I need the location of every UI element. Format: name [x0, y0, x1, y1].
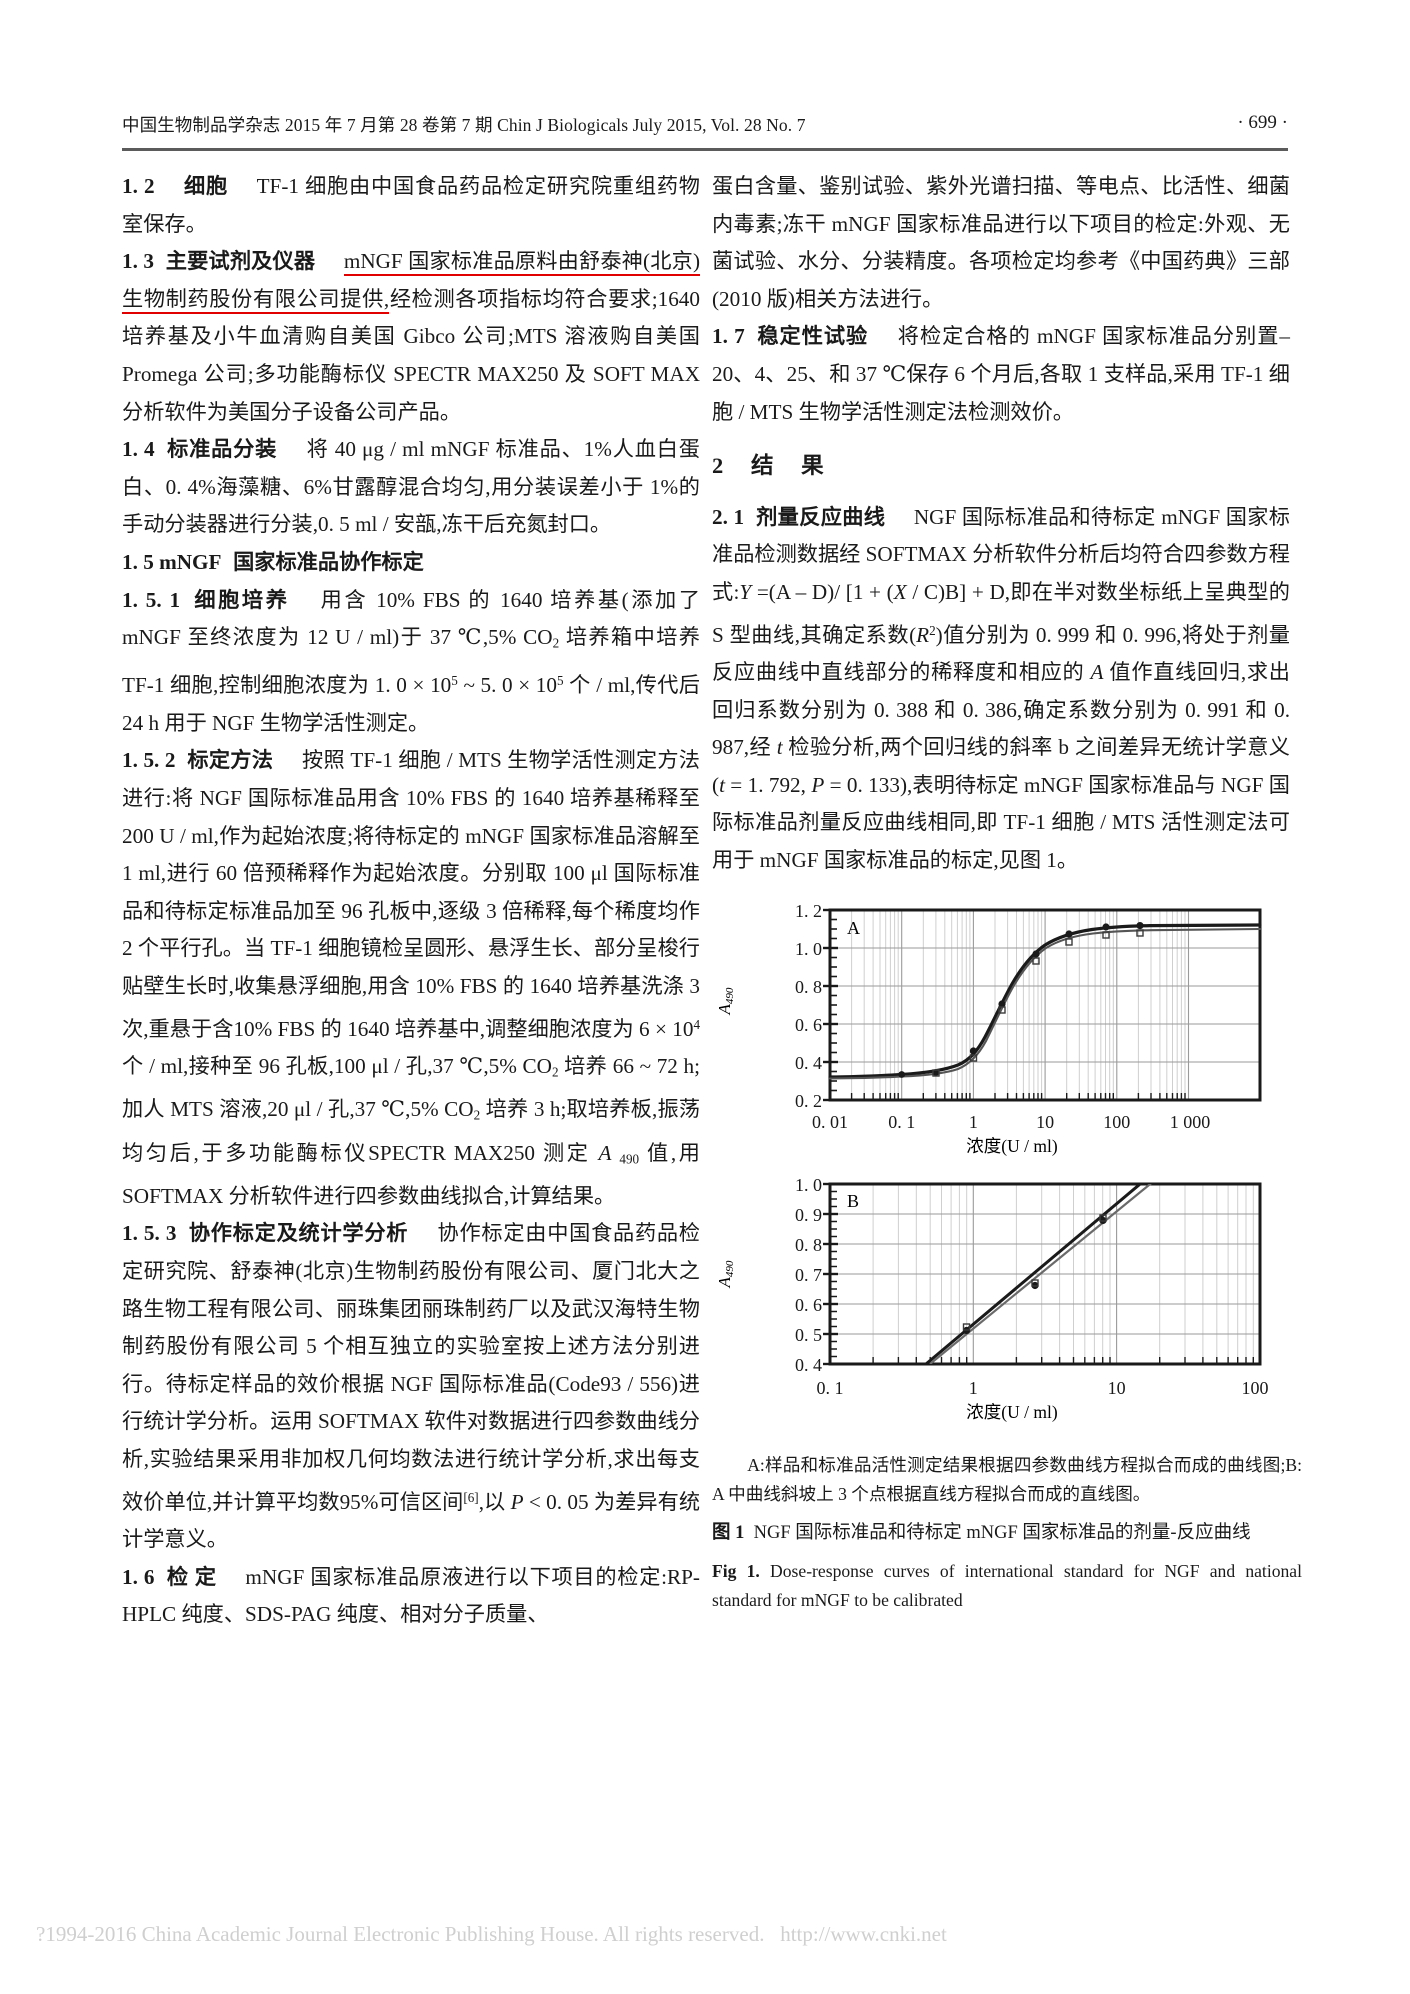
svg-text:0. 8: 0. 8: [795, 977, 822, 997]
figure-note: A:样品和标准品活性测定结果根据四参数曲线方程拟合而成的曲线图;B: A 中曲线…: [712, 1454, 1302, 1504]
svg-text:1. 0: 1. 0: [795, 939, 822, 959]
chart-a-xtick-labels: 0. 01 0. 1 1 10 100 1 000: [812, 1112, 1210, 1132]
paragraph-1-6-continued: 蛋白含量、鉴别试验、紫外光谱扫描、等电点、比活性、细菌内毒素;冻干 mNGF 国…: [712, 174, 1290, 311]
journal-citation-line: 中国生物制品学杂志 2015 年 7 月第 28 卷第 7 期 Chin J B…: [122, 115, 806, 135]
svg-text:0. 4: 0. 4: [795, 1053, 822, 1073]
svg-text:0. 9: 0. 9: [795, 1205, 822, 1225]
chart-panel-a: A490: [712, 896, 1302, 1169]
svg-text:0. 4: 0. 4: [795, 1355, 822, 1375]
chart-a-ylabel: A490: [715, 987, 736, 1015]
footer-watermark: ?1994-2016 China Academic Journal Electr…: [36, 1922, 947, 1947]
chart-a-curve-international: [828, 922, 1262, 1079]
svg-text:0. 1: 0. 1: [888, 1112, 915, 1132]
figure-caption-cn-text: NGF 国际标准品和待标定 mNGF 国家标准品的剂量-反应曲线: [753, 1522, 1251, 1543]
figure-caption-chinese: 图 1 NGF 国际标准品和待标定 mNGF 国家标准品的剂量-反应曲线: [712, 1518, 1302, 1548]
chart-a-datapoints: [898, 921, 1144, 1078]
left-text-column: 1. 2 细胞 TF-1 细胞由中国食品药品检定研究院重组药物室保存。 1. 3 主要…: [122, 168, 700, 1634]
svg-text:100: 100: [1103, 1112, 1130, 1132]
paragraph-2-1: 2. 1 剂量反应曲线 NGF 国际标准品和待标定 mNGF 国家标准品检测数据经 …: [712, 504, 1290, 872]
chart-b-xlabel: 浓度(U / ml): [966, 1402, 1058, 1422]
svg-text:0. 5: 0. 5: [795, 1325, 822, 1345]
chart-b-fit-national: [929, 1184, 1152, 1365]
paragraph-1-5-1: 1. 5. 1 细胞培养 用含 10% FBS 的 1640 培养基(添加了 mNG…: [122, 587, 701, 735]
figure-caption-cn-label: 图 1: [712, 1522, 745, 1543]
paragraph-1-7: 1. 7 稳定性试验 将检定合格的 mNGF 国家标准品分别置–20、4、25、和 …: [712, 324, 1291, 424]
chart-b-datapoints-secondary: [962, 1214, 1107, 1331]
svg-text:0. 8: 0. 8: [795, 1235, 822, 1255]
paragraph-1-4: 1. 4 标准品分装将 40 μg / ml mNGF 标准品、1%人血白蛋白、0…: [122, 437, 700, 537]
chart-b-xtick-labels: 0. 1 1 10 100: [817, 1378, 1269, 1398]
svg-text:1: 1: [969, 1112, 978, 1132]
svg-text:0. 1: 0. 1: [817, 1378, 844, 1398]
svg-text:1. 0: 1. 0: [795, 1175, 822, 1195]
chart-b-svg: A490: [715, 1175, 1269, 1422]
chart-a-svg: A490: [715, 901, 1262, 1156]
svg-text:1. 2: 1. 2: [795, 901, 822, 921]
chart-a-xlabel: 浓度(U / ml): [966, 1136, 1058, 1156]
paragraph-1-5-3: 1. 5. 3 协作标定及统计学分析 协作标定由中国食品药品检定研究院、舒泰神(北京…: [122, 1221, 701, 1551]
figure-caption-en-label: Fig 1.: [712, 1560, 760, 1581]
header-rule: [122, 148, 1288, 151]
section-heading-2: 2 结 果: [712, 453, 827, 479]
red-underline-annotation: mNGF 国家标准品原料由舒泰神(北京)生物制药股份有限公司提供,: [122, 249, 700, 314]
paragraph-1-3: 1. 3 主要试剂及仪器 mNGF 国家标准品原料由舒泰神(北京)生物制药股份有限公…: [122, 249, 700, 424]
copyright-text: ?1994-2016 China Academic Journal Electr…: [36, 1922, 765, 1946]
figure-caption-english: Fig 1. Dose-response curves of internati…: [712, 1557, 1302, 1615]
svg-text:0. 6: 0. 6: [795, 1295, 822, 1315]
running-head: 中国生物制品学杂志 2015 年 7 月第 28 卷第 7 期 Chin J B…: [122, 112, 1288, 154]
chart-b-ytick-labels: 1. 0 0. 9 0. 8 0. 7 0. 6 0. 5 0. 4: [795, 1175, 822, 1375]
svg-text:100: 100: [1242, 1378, 1269, 1398]
heading-1-5: 1. 5 mNGF 国家标准品协作标定: [122, 549, 424, 574]
svg-text:1: 1: [969, 1378, 978, 1398]
svg-text:0. 7: 0. 7: [795, 1265, 822, 1285]
svg-text:10: 10: [1108, 1378, 1126, 1398]
right-text-column: 蛋白含量、鉴别试验、紫外光谱扫描、等电点、比活性、细菌内毒素;冻干 mNGF 国…: [712, 168, 1302, 1615]
chart-a-datapoints-secondary: [932, 928, 1144, 1077]
svg-text:10: 10: [1036, 1112, 1054, 1132]
paragraph-1-5-2: 1. 5. 2 标定方法 按照 TF-1 细胞 / MTS 生物学活性测定方法进行:…: [122, 748, 701, 1208]
chart-a-curve-national: [828, 927, 1262, 1080]
svg-text:0. 6: 0. 6: [795, 1015, 822, 1035]
svg-text:1 000: 1 000: [1170, 1112, 1211, 1132]
svg-text:0. 2: 0. 2: [795, 1091, 822, 1111]
chart-a-panel-letter: A: [847, 918, 860, 938]
cnki-url: http://www.cnki.net: [780, 1922, 947, 1946]
chart-a-ytick-labels: 1. 2 1. 0 0. 8 0. 6 0. 4 0. 2: [795, 901, 822, 1111]
chart-b-fit-international: [925, 1184, 1143, 1365]
chart-b-ylabel: A490: [715, 1260, 736, 1288]
svg-text:0. 01: 0. 01: [812, 1112, 848, 1132]
page-number: · 699 ·: [1237, 112, 1288, 133]
chart-b-panel-letter: B: [847, 1191, 859, 1211]
figure-1: A490: [712, 896, 1302, 1615]
figure-caption-en-text: Dose-response curves of international st…: [712, 1560, 1302, 1610]
paragraph-1-2: 1. 2 细胞 TF-1 细胞由中国食品药品检定研究院重组药物室保存。: [122, 174, 700, 236]
chart-panel-b: A490: [712, 1174, 1302, 1437]
